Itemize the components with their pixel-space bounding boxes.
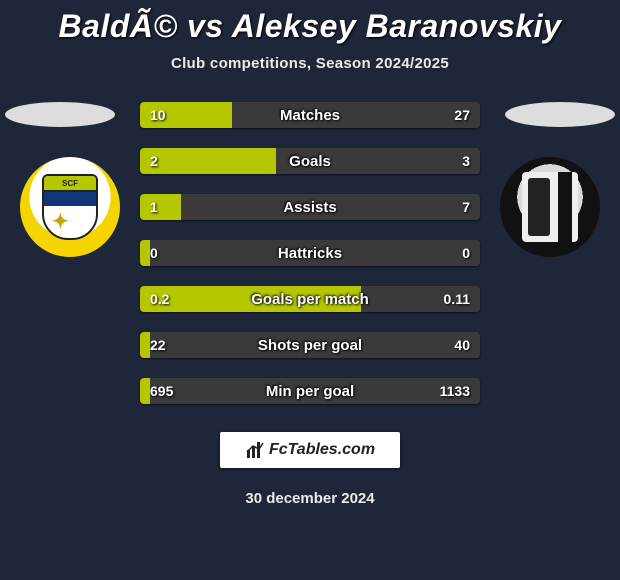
- stat-value-right: 0.11: [444, 286, 470, 312]
- stat-value-left: 695: [150, 378, 173, 404]
- stat-value-left: 0.2: [150, 286, 169, 312]
- stat-row: Min per goal695 1133: [140, 378, 480, 404]
- stat-label: Goals per match: [140, 286, 480, 312]
- stat-value-right: 3: [462, 148, 470, 174]
- stat-value-right: 27: [454, 102, 470, 128]
- stat-value-right: 7: [462, 194, 470, 220]
- page-title: BaldÃ© vs Aleksey Baranovskiy: [0, 0, 620, 45]
- stat-row: Assists1 7: [140, 194, 480, 220]
- stat-row: Goals2 3: [140, 148, 480, 174]
- stat-value-right: 0: [462, 240, 470, 266]
- stat-row: Shots per goal22 40: [140, 332, 480, 358]
- subtitle: Club competitions, Season 2024/2025: [0, 55, 620, 72]
- club-crest-right: [500, 157, 600, 257]
- crest-abbr: SCF: [44, 176, 96, 192]
- stat-label: Matches: [140, 102, 480, 128]
- stat-row: Goals per match0.2 0.11: [140, 286, 480, 312]
- stat-value-left: 1: [150, 194, 158, 220]
- brand-text: FcTables.com: [269, 441, 375, 459]
- stat-value-left: 10: [150, 102, 166, 128]
- stat-label: Shots per goal: [140, 332, 480, 358]
- stat-label: Assists: [140, 194, 480, 220]
- shield-icon: [522, 172, 578, 242]
- date-text: 30 december 2024: [0, 490, 620, 507]
- stat-value-left: 22: [150, 332, 166, 358]
- stat-value-right: 40: [454, 332, 470, 358]
- comparison-panel: SCF ✦ Matches10 27 Goals2 3 Assists1 7 Hattric…: [0, 102, 620, 507]
- stat-row: Hattricks0 0: [140, 240, 480, 266]
- brand-badge: FcTables.com: [220, 432, 400, 468]
- stat-label: Min per goal: [140, 378, 480, 404]
- stat-row: Matches10 27: [140, 102, 480, 128]
- stat-value-right: 1133: [440, 378, 470, 404]
- stat-label: Goals: [140, 148, 480, 174]
- flag-right: [505, 102, 615, 127]
- stat-label: Hattricks: [140, 240, 480, 266]
- shield-icon: SCF ✦: [42, 174, 98, 240]
- bar-chart-icon: [245, 440, 265, 460]
- stat-value-left: 0: [150, 240, 158, 266]
- stat-bars: Matches10 27 Goals2 3 Assists1 7 Hattricks0 0 Go…: [140, 102, 480, 404]
- club-crest-left: SCF ✦: [20, 157, 120, 257]
- stat-value-left: 2: [150, 148, 158, 174]
- flag-left: [5, 102, 115, 127]
